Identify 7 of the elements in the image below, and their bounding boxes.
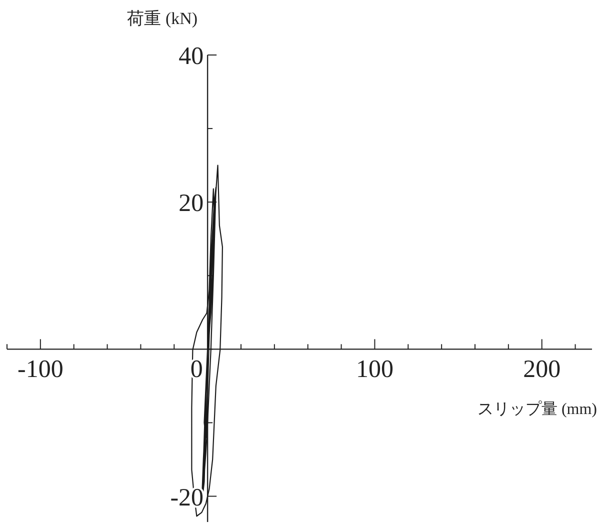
- x-tick-label: 100: [356, 356, 394, 384]
- x-axis-title: スリップ量 (mm): [477, 400, 597, 418]
- y-tick-label: 40: [178, 43, 204, 70]
- x-tick-label: -100: [18, 356, 64, 384]
- y-axis-title: 荷重 (kN): [127, 9, 198, 28]
- x-tick-label: 200: [523, 356, 561, 384]
- y-tick-label: 20: [178, 190, 204, 218]
